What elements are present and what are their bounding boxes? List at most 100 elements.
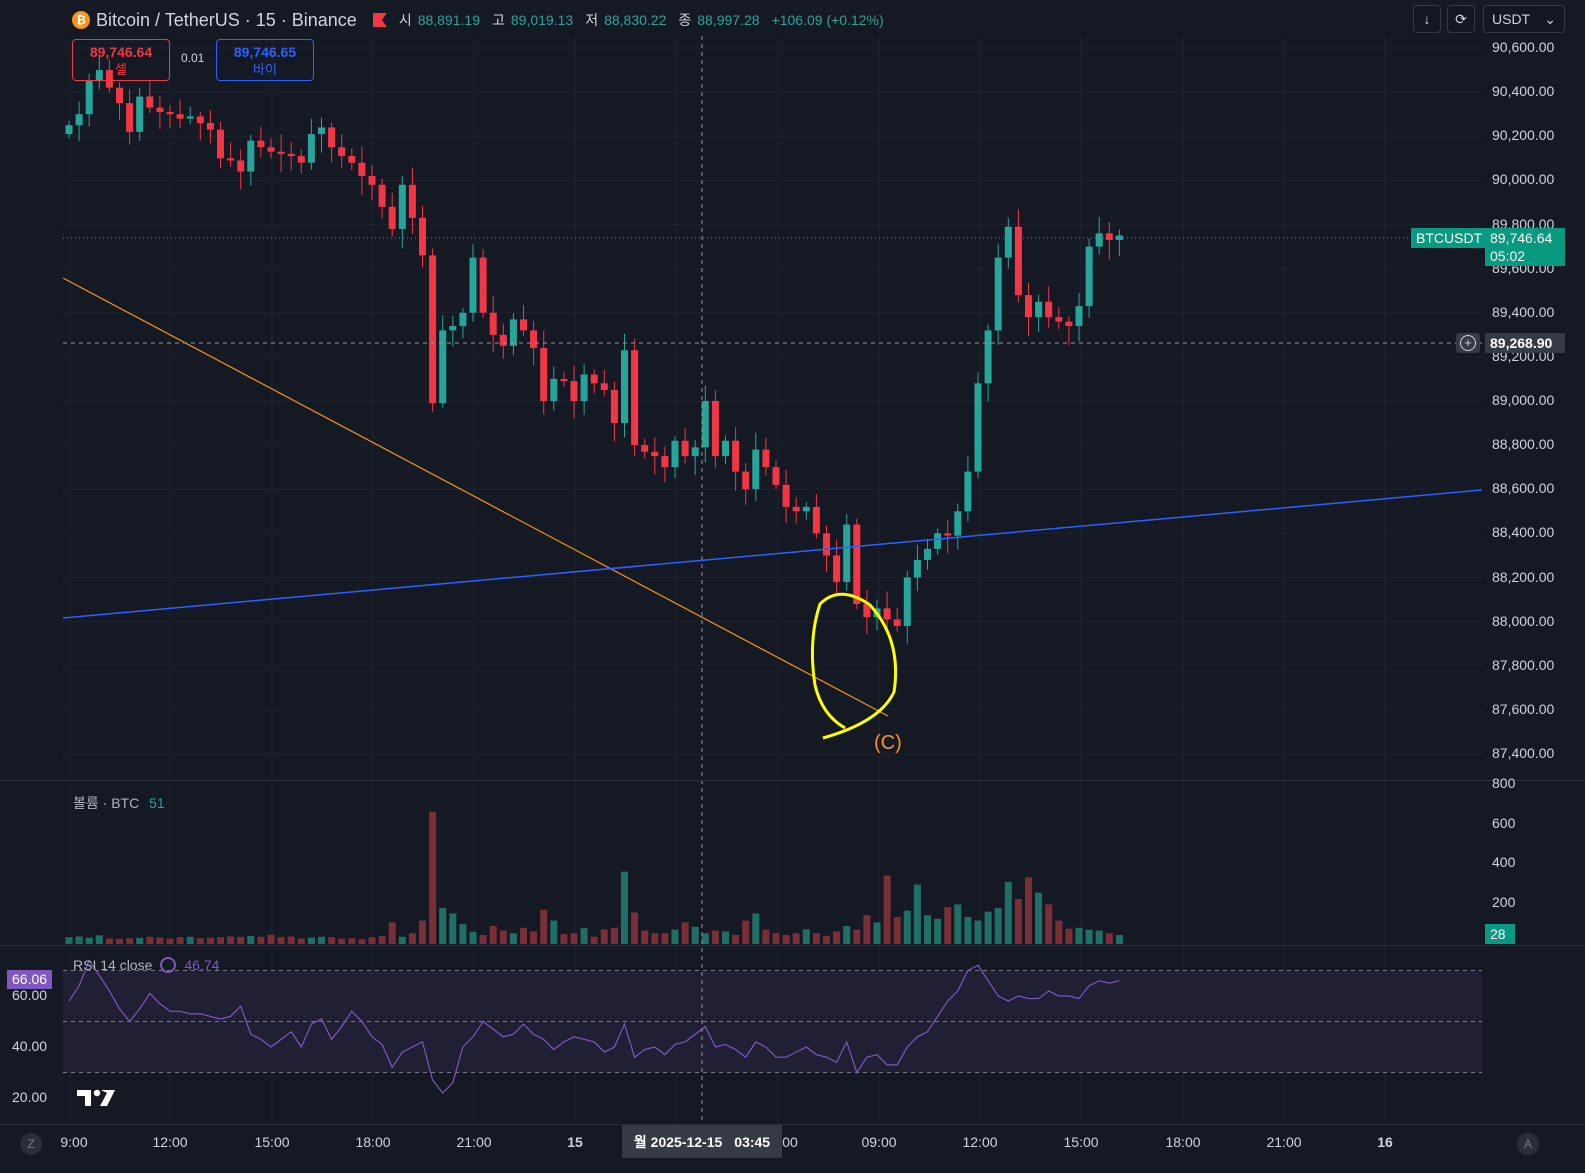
volume-bar [318,936,325,944]
volume-bar [75,936,83,944]
candle-body [358,162,366,176]
volume-bar [802,929,810,944]
time-tick-label: 9:00 [60,1134,88,1150]
candle-body [954,511,962,536]
plus-circle-icon: + [1460,335,1476,351]
candle-body [924,548,931,560]
candle-body [580,374,588,401]
auto-scale-button[interactable]: A [1517,1133,1539,1155]
volume-bar [873,922,881,944]
rsi-legend[interactable]: RSI 14 close 46.74 [73,957,219,973]
sell-button[interactable]: 89,746.64 셀 [72,39,170,81]
volume-bar [419,920,426,944]
time-tick-label: 12:00 [152,1134,188,1150]
flag-icon[interactable] [372,13,387,27]
buy-label: 바이 [253,62,277,77]
volume-legend[interactable]: 볼륨 · BTC 51 [73,793,165,813]
volume-bar [984,911,992,944]
crosshair-time: 03:45 [734,1133,771,1150]
candle-body [489,312,497,335]
add-alert-button[interactable]: + [1456,333,1480,353]
candle-body [934,533,942,549]
candle-body [469,257,477,313]
candle-body [95,70,103,82]
rsi-last-tag: 66.06 [7,970,53,989]
candle-body [903,577,911,627]
time-tick-label: 18:00 [355,1134,391,1150]
crosshair-time-tag: 월 2025-12-15 03:45 [622,1125,782,1158]
candle-body [328,127,336,148]
rsi-tick-label: 20.00 [12,1089,48,1105]
volume-bar [277,937,285,944]
rsi-tick-label: 40.00 [12,1038,48,1054]
candle-body [893,619,901,627]
blue-trendline[interactable] [62,489,1483,619]
candle-body [247,140,255,172]
tradingview-logo-icon [77,1089,115,1106]
volume-bar [742,920,750,944]
candle-body [196,116,204,124]
high-value: 89,019.13 [510,12,574,28]
highlight-circle[interactable] [810,592,898,740]
volume-bar [903,910,911,944]
candle-body [176,114,184,119]
volume-bar [560,934,568,944]
tradingview-logo[interactable] [77,1087,117,1109]
volume-bar [944,907,952,944]
volume-bar [358,939,366,944]
candle-body [1085,246,1093,307]
volume-bar [732,935,740,944]
volume-bar [833,931,841,944]
volume-bar [459,924,467,944]
volume-last-tag: 28 [1485,924,1515,944]
price-tick-label: 88,800.00 [1492,436,1555,453]
price-tick-label: 87,600.00 [1492,700,1555,717]
volume-bar [307,937,315,944]
currency-select[interactable]: USDT ⌄ [1483,5,1565,33]
volume-bar [1045,904,1053,944]
orange-trendline[interactable] [62,277,889,717]
volume-bar [762,929,770,944]
candle-body [509,319,517,346]
symbol-tag: BTCUSDT [1411,228,1488,248]
open-value: 88,891.19 [417,12,480,28]
candle-body [419,217,426,256]
volume-bar [126,938,134,944]
time-tick-label: 21:00 [456,1134,492,1150]
zoom-button[interactable]: Z [20,1133,42,1155]
volume-bar [196,938,204,944]
volume-bar [95,935,103,944]
candle-body [853,524,861,604]
time-tick-label: 15 [567,1134,583,1150]
candle-body [146,96,154,108]
pane-separator[interactable] [0,945,1585,946]
wave-label[interactable]: (C) [874,732,902,754]
candle-body [479,257,487,313]
candle-body [348,156,356,163]
time-tick-label: 21:00 [1266,1134,1302,1150]
volume-bar [812,933,820,944]
open-label: 시 [398,12,412,28]
candle-body [772,467,780,485]
price-tick-label: 89,000.00 [1492,392,1555,408]
volume-bar [469,931,477,944]
candle-body [802,506,810,512]
download-button[interactable]: ↓ [1413,5,1441,33]
symbol-title[interactable]: Bitcoin / TetherUS · 15 · Binance [96,9,357,30]
candle-body [974,383,982,472]
candle-body [681,440,689,457]
candle-body [1035,301,1043,318]
snapshot-button[interactable]: ⟳ [1447,5,1475,33]
volume-bar [752,913,760,944]
spread-value: 0.01 [181,51,205,65]
volume-bar [641,930,649,944]
volume-bar [823,935,830,944]
volume-bar [843,926,851,944]
buy-button[interactable]: 89,746.65 바이 [216,39,314,81]
volume-bar [651,933,659,944]
pane-separator[interactable] [0,780,1585,781]
volume-bar [853,929,861,944]
volume-bar [621,871,628,944]
volume-bar [994,908,1002,944]
